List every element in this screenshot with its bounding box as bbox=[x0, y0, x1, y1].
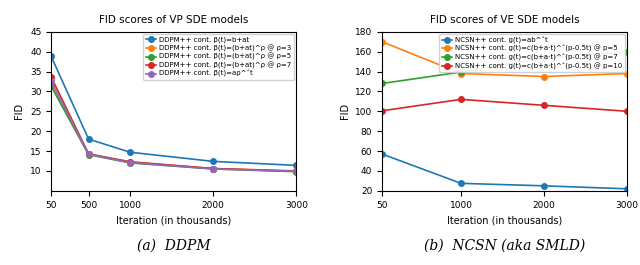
DDPM++ cont. β(t)=b+at bbox=[47, 55, 55, 58]
DDPM++ cont. β(t)=(b+at)^ρ @ ρ=5 bbox=[84, 153, 92, 156]
Text: (b)  NCSN (aka SMLD): (b) NCSN (aka SMLD) bbox=[424, 238, 585, 253]
Legend: NCSN++ cont. g(t)=ab^ˆt, NCSN++ cont. g(t)=c(b+a·t)^ˆ(p-0.5t) @ p=5, NCSN++ cont: NCSN++ cont. g(t)=ab^ˆt, NCSN++ cont. g(… bbox=[439, 34, 625, 72]
NCSN++ cont. g(t)=ab^ˆt bbox=[623, 187, 631, 190]
NCSN++ cont. g(t)=c(b+a·t)^ˆ(p-0.5t) @ p=7 bbox=[378, 82, 386, 85]
NCSN++ cont. g(t)=c(b+a·t)^ˆ(p-0.5t) @ p=10 bbox=[378, 109, 386, 112]
Line: DDPM++ cont. β(t)=(b+at)^ρ @ ρ=3: DDPM++ cont. β(t)=(b+at)^ρ @ ρ=3 bbox=[49, 83, 299, 174]
Y-axis label: FID: FID bbox=[15, 103, 24, 119]
NCSN++ cont. g(t)=c(b+a·t)^ˆ(p-0.5t) @ p=7 bbox=[623, 50, 631, 53]
Line: NCSN++ cont. g(t)=c(b+a·t)^ˆ(p-0.5t) @ p=10: NCSN++ cont. g(t)=c(b+a·t)^ˆ(p-0.5t) @ p… bbox=[380, 97, 630, 114]
Text: (a)  DDPM: (a) DDPM bbox=[137, 238, 211, 253]
DDPM++ cont. β(t)=aρ^ˆt bbox=[84, 153, 92, 156]
X-axis label: Iteration (in thousands): Iteration (in thousands) bbox=[447, 215, 563, 225]
NCSN++ cont. g(t)=c(b+a·t)^ˆ(p-0.5t) @ p=5 bbox=[540, 75, 548, 78]
Y-axis label: FID: FID bbox=[340, 103, 349, 119]
DDPM++ cont. β(t)=(b+at)^ρ @ ρ=7 bbox=[292, 169, 300, 173]
DDPM++ cont. β(t)=(b+at)^ρ @ ρ=7 bbox=[47, 76, 55, 79]
DDPM++ cont. β(t)=(b+at)^ρ @ ρ=7 bbox=[84, 152, 92, 155]
DDPM++ cont. β(t)=b+at bbox=[209, 160, 217, 163]
DDPM++ cont. β(t)=(b+at)^ρ @ ρ=3 bbox=[292, 170, 300, 173]
DDPM++ cont. β(t)=(b+at)^ρ @ ρ=3 bbox=[47, 84, 55, 87]
Line: NCSN++ cont. g(t)=ab^ˆt: NCSN++ cont. g(t)=ab^ˆt bbox=[380, 151, 630, 192]
DDPM++ cont. β(t)=(b+at)^ρ @ ρ=7 bbox=[126, 160, 134, 163]
NCSN++ cont. g(t)=c(b+a·t)^ˆ(p-0.5t) @ p=10 bbox=[457, 98, 465, 101]
NCSN++ cont. g(t)=c(b+a·t)^ˆ(p-0.5t) @ p=10 bbox=[623, 110, 631, 113]
DDPM++ cont. β(t)=(b+at)^ρ @ ρ=5 bbox=[47, 85, 55, 88]
X-axis label: Iteration (in thousands): Iteration (in thousands) bbox=[116, 215, 232, 225]
Line: NCSN++ cont. g(t)=c(b+a·t)^ˆ(p-0.5t) @ p=7: NCSN++ cont. g(t)=c(b+a·t)^ˆ(p-0.5t) @ p… bbox=[380, 49, 630, 86]
DDPM++ cont. β(t)=b+at bbox=[84, 138, 92, 141]
DDPM++ cont. β(t)=aρ^ˆt bbox=[126, 161, 134, 164]
NCSN++ cont. g(t)=c(b+a·t)^ˆ(p-0.5t) @ p=5 bbox=[457, 72, 465, 75]
DDPM++ cont. β(t)=(b+at)^ρ @ ρ=5 bbox=[292, 170, 300, 173]
NCSN++ cont. g(t)=c(b+a·t)^ˆ(p-0.5t) @ p=5 bbox=[378, 40, 386, 43]
DDPM++ cont. β(t)=(b+at)^ρ @ ρ=5 bbox=[126, 161, 134, 165]
Line: NCSN++ cont. g(t)=c(b+a·t)^ˆ(p-0.5t) @ p=5: NCSN++ cont. g(t)=c(b+a·t)^ˆ(p-0.5t) @ p… bbox=[380, 39, 630, 79]
NCSN++ cont. g(t)=c(b+a·t)^ˆ(p-0.5t) @ p=5 bbox=[623, 72, 631, 75]
DDPM++ cont. β(t)=(b+at)^ρ @ ρ=3 bbox=[84, 153, 92, 156]
DDPM++ cont. β(t)=aρ^ˆt bbox=[209, 167, 217, 171]
DDPM++ cont. β(t)=(b+at)^ρ @ ρ=5 bbox=[209, 167, 217, 171]
NCSN++ cont. g(t)=c(b+a·t)^ˆ(p-0.5t) @ p=7 bbox=[457, 70, 465, 74]
DDPM++ cont. β(t)=(b+at)^ρ @ ρ=7 bbox=[209, 167, 217, 170]
DDPM++ cont. β(t)=(b+at)^ρ @ ρ=3 bbox=[209, 167, 217, 170]
DDPM++ cont. β(t)=b+at bbox=[126, 151, 134, 154]
DDPM++ cont. β(t)=aρ^ˆt bbox=[47, 80, 55, 83]
Title: FID scores of VE SDE models: FID scores of VE SDE models bbox=[430, 15, 579, 25]
Line: DDPM++ cont. β(t)=aρ^ˆt: DDPM++ cont. β(t)=aρ^ˆt bbox=[49, 79, 299, 174]
DDPM++ cont. β(t)=(b+at)^ρ @ ρ=3 bbox=[126, 161, 134, 164]
Line: DDPM++ cont. β(t)=(b+at)^ρ @ ρ=5: DDPM++ cont. β(t)=(b+at)^ρ @ ρ=5 bbox=[49, 83, 299, 174]
DDPM++ cont. β(t)=b+at bbox=[292, 164, 300, 167]
NCSN++ cont. g(t)=ab^ˆt bbox=[457, 182, 465, 185]
Line: DDPM++ cont. β(t)=b+at: DDPM++ cont. β(t)=b+at bbox=[49, 54, 299, 168]
Legend: DDPM++ cont. β(t)=b+at, DDPM++ cont. β(t)=(b+at)^ρ @ ρ=3, DDPM++ cont. β(t)=(b+a: DDPM++ cont. β(t)=b+at, DDPM++ cont. β(t… bbox=[143, 34, 294, 80]
NCSN++ cont. g(t)=c(b+a·t)^ˆ(p-0.5t) @ p=10 bbox=[540, 104, 548, 107]
NCSN++ cont. g(t)=ab^ˆt bbox=[378, 152, 386, 156]
NCSN++ cont. g(t)=c(b+a·t)^ˆ(p-0.5t) @ p=7 bbox=[540, 56, 548, 59]
DDPM++ cont. β(t)=aρ^ˆt bbox=[292, 170, 300, 173]
Title: FID scores of VP SDE models: FID scores of VP SDE models bbox=[99, 15, 248, 25]
NCSN++ cont. g(t)=ab^ˆt bbox=[540, 184, 548, 187]
Line: DDPM++ cont. β(t)=(b+at)^ρ @ ρ=7: DDPM++ cont. β(t)=(b+at)^ρ @ ρ=7 bbox=[49, 74, 299, 174]
